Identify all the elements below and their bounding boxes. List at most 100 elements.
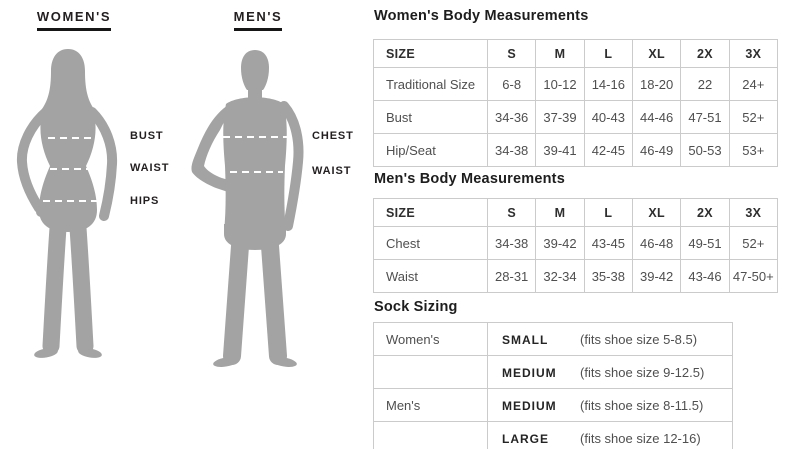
row-label-cell: Hip/Seat [373, 133, 488, 167]
value-cell: 37-39 [535, 100, 585, 134]
value-cell: 6-8 [486, 67, 537, 101]
sock-size-cell: MEDIUM (fits shoe size 9-12.5) [487, 355, 733, 389]
table-row: Bust 34-36 37-39 40-43 44-46 47-51 52+ [373, 100, 779, 134]
sock-fits-label: (fits shoe size 12-16) [580, 430, 701, 446]
column-header: 3X [728, 39, 779, 68]
sock-fits-label: (fits shoe size 9-12.5) [580, 364, 705, 380]
mens-measurements-table: SIZE S M L XL 2X 3X Chest 34-38 39-42 43-45 46-48 49… [373, 198, 779, 293]
column-header: L [583, 198, 633, 227]
waist-label-women: WAIST [130, 162, 170, 174]
sock-group-cell: Men's [373, 388, 488, 422]
value-cell: 40-43 [583, 100, 633, 134]
mens-silhouette [191, 50, 304, 367]
value-cell: 34-36 [486, 100, 537, 134]
value-cell: 22 [680, 67, 730, 101]
row-label-cell: Waist [373, 259, 488, 293]
chest-label: CHEST [312, 130, 354, 142]
value-cell: 35-38 [583, 259, 633, 293]
value-cell: 49-51 [680, 226, 730, 260]
womens-table-title: Women's Body Measurements [374, 8, 589, 24]
mens-right-arm [279, 101, 304, 231]
mens-figure-header: MEN'S [203, 9, 313, 31]
column-header: S [486, 39, 537, 68]
mens-figure-header-label: MEN'S [233, 9, 283, 31]
table-row: Traditional Size 6-8 10-12 14-16 18-20 22 24+ [373, 67, 779, 101]
column-header: SIZE [373, 198, 488, 227]
value-cell: 53+ [728, 133, 779, 167]
value-cell: 46-49 [631, 133, 682, 167]
sock-sizing-table: Women's SMALL (fits shoe size 5-8.5) MEDIUM… [373, 322, 733, 449]
column-header: XL [631, 198, 682, 227]
column-header: S [486, 198, 537, 227]
womens-hair-head [42, 49, 94, 114]
value-cell: 39-41 [535, 133, 585, 167]
womens-silhouette [16, 49, 118, 358]
mens-head [241, 50, 269, 90]
value-cell: 43-46 [680, 259, 730, 293]
hips-label: HIPS [130, 195, 160, 207]
womens-right-leg [69, 219, 94, 355]
value-cell: 18-20 [631, 67, 682, 101]
sock-fits-label: (fits shoe size 5-8.5) [580, 331, 698, 347]
value-cell: 47-51 [680, 100, 730, 134]
womens-figure-header: WOMEN'S [19, 9, 129, 31]
table-row: Hip/Seat 34-38 39-41 42-45 46-49 50-53 53+ [373, 133, 779, 167]
column-header: M [535, 39, 585, 68]
column-header: 2X [680, 39, 730, 68]
table-row: LARGE (fits shoe size 12-16) [373, 421, 733, 449]
table-row: Waist 28-31 32-34 35-38 39-42 43-46 47-50+ [373, 259, 779, 293]
value-cell: 50-53 [680, 133, 730, 167]
sock-group-cell [373, 355, 488, 389]
sock-group-cell [373, 421, 488, 449]
row-label-cell: Chest [373, 226, 488, 260]
table-row: Chest 34-38 39-42 43-45 46-48 49-51 52+ [373, 226, 779, 260]
value-cell: 46-48 [631, 226, 682, 260]
column-header: SIZE [373, 39, 488, 68]
mens-left-leg [223, 237, 249, 365]
sock-size-cell: MEDIUM (fits shoe size 8-11.5) [487, 388, 733, 422]
waist-label-men: WAIST [312, 165, 352, 177]
column-header: M [535, 198, 585, 227]
row-label-cell: Traditional Size [373, 67, 488, 101]
value-cell: 14-16 [583, 67, 633, 101]
column-header: L [583, 39, 633, 68]
value-cell: 52+ [728, 100, 779, 134]
value-cell: 28-31 [486, 259, 537, 293]
mens-right-leg [261, 237, 287, 365]
sock-size-label: MEDIUM [502, 398, 557, 413]
column-header: XL [631, 39, 682, 68]
header-row: SIZE S M L XL 2X 3X [373, 39, 779, 68]
womens-right-arm [87, 107, 118, 221]
column-header: 2X [680, 198, 730, 227]
sock-size-cell: LARGE (fits shoe size 12-16) [487, 421, 733, 449]
value-cell: 34-38 [486, 226, 537, 260]
womens-left-leg [42, 219, 67, 355]
value-cell: 10-12 [535, 67, 585, 101]
sock-size-cell: SMALL (fits shoe size 5-8.5) [487, 322, 733, 356]
row-label-cell: Bust [373, 100, 488, 134]
sock-table-title: Sock Sizing [374, 299, 458, 315]
table-row: MEDIUM (fits shoe size 9-12.5) [373, 355, 733, 389]
value-cell: 39-42 [631, 259, 682, 293]
sock-size-label: SMALL [502, 332, 549, 347]
bust-label: BUST [130, 130, 164, 142]
mens-left-arm [191, 104, 232, 192]
value-cell: 42-45 [583, 133, 633, 167]
table-row: Women's SMALL (fits shoe size 5-8.5) [373, 322, 733, 356]
value-cell: 44-46 [631, 100, 682, 134]
mens-table-title: Men's Body Measurements [374, 171, 565, 187]
header-row: SIZE S M L XL 2X 3X [373, 198, 779, 227]
womens-left-arm [16, 107, 51, 213]
value-cell: 52+ [728, 226, 779, 260]
sock-size-label: LARGE [502, 431, 549, 446]
womens-measurements-table: SIZE S M L XL 2X 3X Traditional Size 6-8 10-12 14-… [373, 39, 779, 167]
column-header: 3X [728, 198, 779, 227]
value-cell: 47-50+ [728, 259, 779, 293]
sock-group-cell: Women's [373, 322, 488, 356]
sock-size-label: MEDIUM [502, 365, 557, 380]
value-cell: 24+ [728, 67, 779, 101]
value-cell: 34-38 [486, 133, 537, 167]
womens-figure-header-label: WOMEN'S [36, 9, 112, 31]
table-row: Men's MEDIUM (fits shoe size 8-11.5) [373, 388, 733, 422]
